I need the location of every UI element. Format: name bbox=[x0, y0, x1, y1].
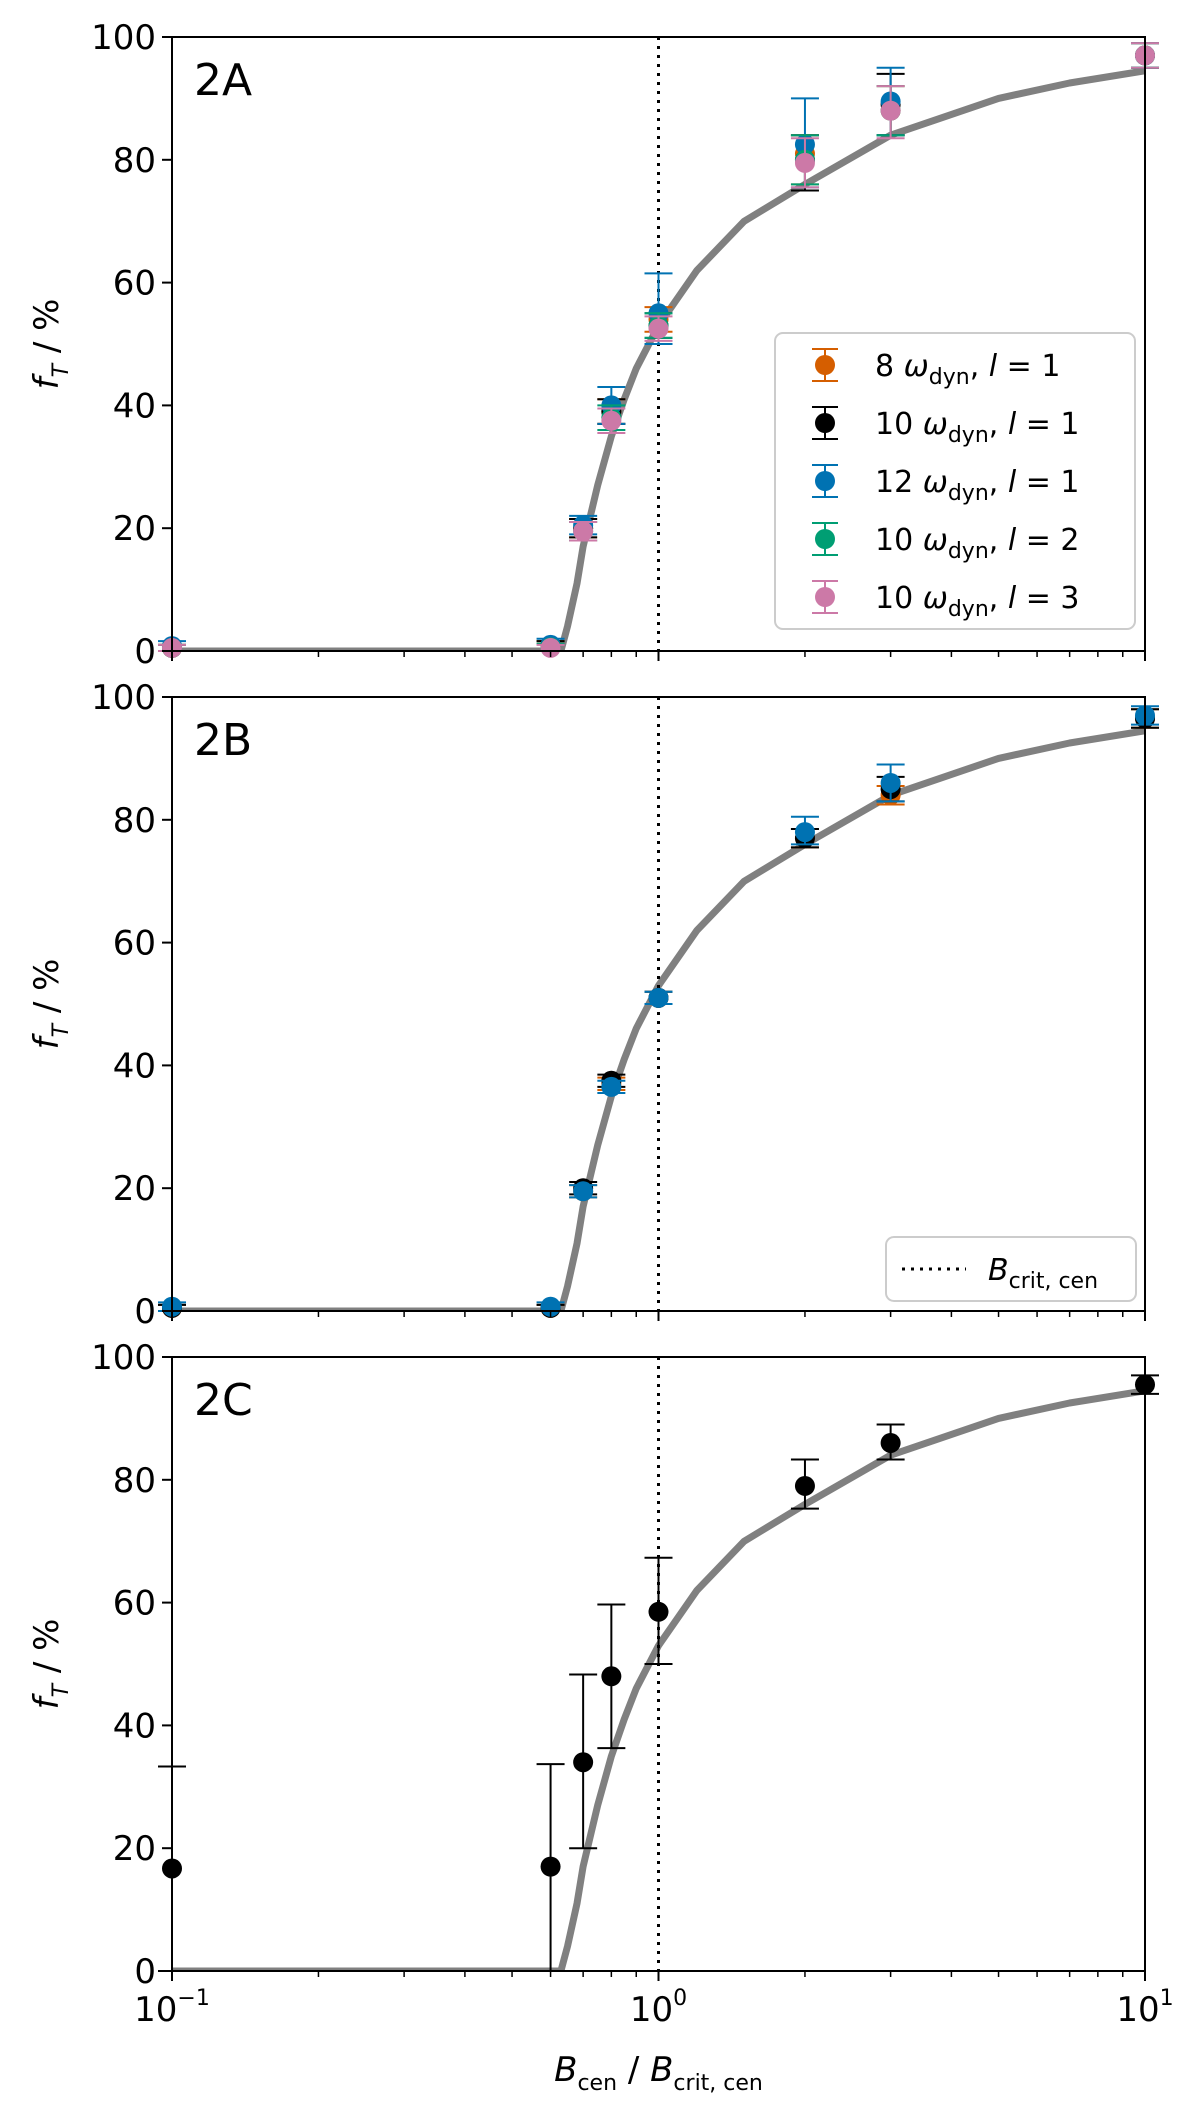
y-tick-label: 100 bbox=[91, 678, 156, 718]
data-point bbox=[573, 1181, 594, 1202]
data-point bbox=[648, 318, 669, 339]
model-curve bbox=[172, 727, 1145, 1311]
data-point bbox=[601, 1076, 622, 1097]
legend-entry: 12 ωdyn, l = 1 bbox=[875, 465, 1080, 506]
y-tick-label: 20 bbox=[113, 1169, 156, 1209]
y-tick-label: 60 bbox=[113, 264, 156, 304]
panel-label: 2A bbox=[194, 55, 252, 106]
series bbox=[158, 705, 1159, 1317]
data-point bbox=[880, 772, 901, 793]
legend-marker bbox=[815, 355, 835, 375]
data-point bbox=[573, 1752, 594, 1773]
x-tick-label: 10−1 bbox=[134, 1986, 210, 2030]
legend-2a: 8 ωdyn, l = 1 10 ωdyn, l = 1 12 ωdyn, l = … bbox=[774, 332, 1136, 630]
data-point bbox=[794, 822, 815, 843]
data-point bbox=[648, 1601, 669, 1622]
data-point bbox=[648, 987, 669, 1008]
y-tick-label: 0 bbox=[134, 632, 156, 672]
legend-entry: 10 ωdyn, l = 2 bbox=[875, 523, 1080, 564]
x-axis-label: Bcen / Bcrit, cen bbox=[554, 2050, 763, 2096]
legend-marker bbox=[815, 529, 835, 549]
legend-2b: Bcrit, cen bbox=[885, 1236, 1137, 1302]
y-axis-label: fT / % bbox=[27, 1619, 74, 1710]
x-tick-label: 101 bbox=[1116, 1986, 1173, 2030]
data-point bbox=[601, 410, 622, 431]
data-point bbox=[880, 1432, 901, 1453]
y-tick-label: 80 bbox=[113, 1461, 156, 1501]
x-tick-label: 100 bbox=[630, 1986, 687, 2030]
y-tick-label: 40 bbox=[113, 386, 156, 426]
panel-2c: 0 20 40 60 80 100 fT / % 2C bbox=[27, 1338, 1159, 1992]
legend-entry: 10 ωdyn, l = 3 bbox=[875, 581, 1080, 622]
data-point bbox=[880, 100, 901, 121]
y-axis-label: fT / % bbox=[27, 299, 74, 390]
legend-entry: 10 ωdyn, l = 1 bbox=[875, 407, 1080, 448]
panel-2b: 0 20 40 60 80 100 fT / % 2B bbox=[27, 678, 1159, 1332]
y-axis-label: fT / % bbox=[27, 959, 74, 1050]
y-tick-label: 0 bbox=[134, 1292, 156, 1332]
panel-label: 2C bbox=[194, 1375, 253, 1426]
panel-label: 2B bbox=[194, 715, 252, 766]
y-tick-label: 0 bbox=[134, 1952, 156, 1992]
legend-marker bbox=[815, 413, 835, 433]
data-point bbox=[573, 521, 594, 542]
panel-2a: 0 20 40 60 80 100 fT / % 2A bbox=[27, 18, 1159, 672]
y-tick-label: 60 bbox=[113, 924, 156, 964]
y-tick-label: 20 bbox=[113, 1829, 156, 1869]
model-curve bbox=[172, 1387, 1145, 1971]
y-tick-label: 40 bbox=[113, 1046, 156, 1086]
data-point bbox=[540, 637, 561, 658]
y-tick-label: 20 bbox=[113, 509, 156, 549]
y-tick-label: 100 bbox=[91, 18, 156, 58]
y-tick-label: 40 bbox=[113, 1706, 156, 1746]
legend-box bbox=[885, 1236, 1137, 1302]
y-tick-label: 60 bbox=[113, 1584, 156, 1624]
model-curve bbox=[172, 67, 1145, 651]
legend-marker bbox=[815, 471, 835, 491]
legend-marker bbox=[815, 587, 835, 607]
legend-entry: 8 ωdyn, l = 1 bbox=[875, 349, 1060, 390]
y-tick-label: 80 bbox=[113, 141, 156, 181]
y-tick-label: 100 bbox=[91, 1338, 156, 1378]
data-point bbox=[601, 1666, 622, 1687]
legend-box bbox=[774, 332, 1136, 630]
data-point bbox=[794, 1475, 815, 1496]
data-point bbox=[794, 152, 815, 173]
data-point bbox=[540, 1856, 561, 1877]
legend-entry: Bcrit, cen bbox=[988, 1253, 1098, 1294]
y-tick-label: 80 bbox=[113, 801, 156, 841]
